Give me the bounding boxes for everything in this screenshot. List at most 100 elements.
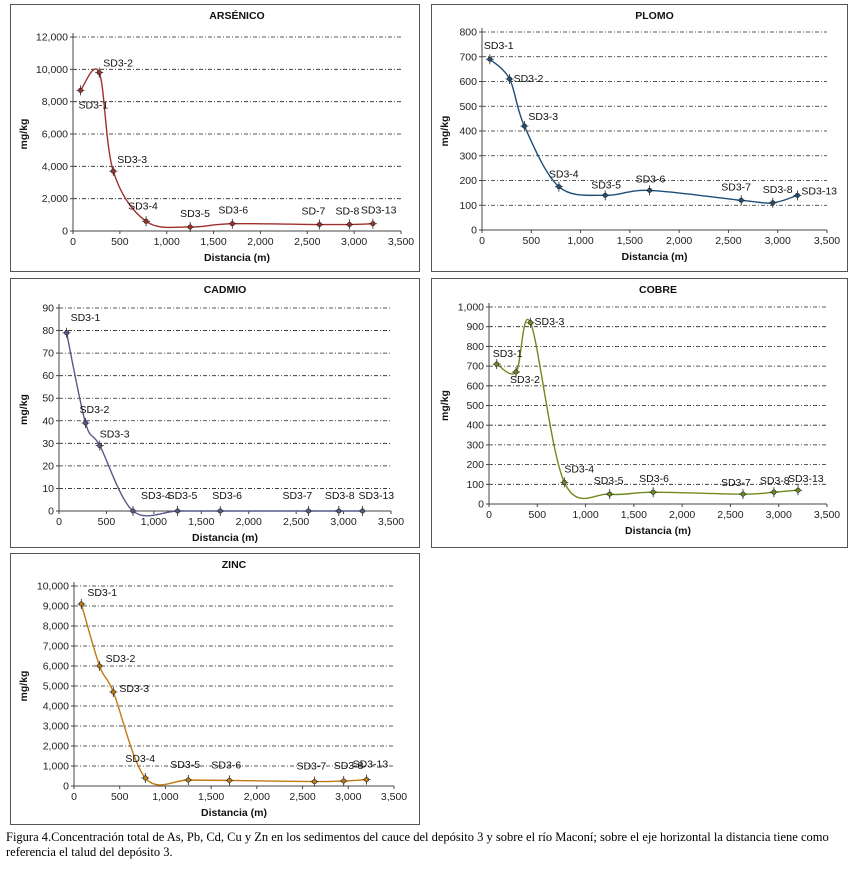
point-label: SD3-2 — [514, 73, 544, 85]
x-tick-label: 1,500 — [621, 509, 647, 521]
x-tick-label: 3,500 — [814, 509, 840, 521]
point-label: SD3-6 — [218, 205, 248, 217]
data-point — [740, 491, 746, 497]
point-label: SD3-2 — [80, 404, 110, 416]
data-point — [561, 479, 567, 485]
data-point — [346, 222, 352, 228]
x-tick-label: 1,500 — [188, 516, 214, 528]
y-tick-label: 20 — [42, 460, 54, 472]
y-tick-label: 90 — [42, 303, 54, 315]
data-point — [96, 70, 102, 76]
point-label: SD3-7 — [721, 181, 751, 193]
y-tick-label: 0 — [63, 781, 69, 793]
y-axis-label: mg/kg — [439, 116, 451, 147]
data-point — [97, 443, 103, 449]
data-point — [142, 775, 148, 781]
y-tick-label: 50 — [42, 393, 54, 405]
chart-plomo: 0 100 200 300 400 500 600 700 800 0 500 1,000 1,500 2… — [439, 10, 840, 263]
x-tick-label: 2,000 — [247, 236, 273, 248]
point-label: SD3-5 — [168, 490, 198, 502]
y-tick-label: 10 — [42, 483, 54, 495]
point-label: SD3-13 — [353, 759, 389, 771]
data-point — [341, 778, 347, 784]
data-point — [507, 76, 513, 82]
x-tick-label: 1,000 — [154, 236, 180, 248]
x-tick-label: 3,500 — [814, 235, 840, 247]
point-label: SD3-3 — [119, 683, 149, 695]
y-tick-label: 700 — [466, 361, 484, 373]
point-label: SD3-8 — [325, 490, 355, 502]
point-label: SD3-2 — [510, 374, 540, 386]
data-point — [83, 420, 89, 426]
point-label: SD3-3 — [100, 429, 130, 441]
data-point — [487, 56, 493, 62]
x-tick-label: 0 — [486, 509, 492, 521]
x-tick-label: 2,500 — [294, 236, 320, 248]
y-axis-label: mg/kg — [18, 119, 30, 150]
x-tick-label: 0 — [70, 236, 76, 248]
y-tick-label: 6,000 — [43, 661, 69, 673]
x-tick-label: 2,500 — [715, 235, 741, 247]
point-label: SD3-13 — [361, 205, 397, 217]
x-tick-label: 3,000 — [335, 791, 361, 803]
point-label: SD3-5 — [170, 759, 200, 771]
chart-arsenico: 0 2,000 4,000 6,000 8,000 10,000 12,000 0 500 1,0… — [18, 9, 414, 264]
data-point — [336, 508, 342, 514]
y-tick-label: 300 — [466, 439, 484, 451]
data-point — [647, 187, 653, 193]
point-label: SD3-13 — [359, 490, 395, 502]
y-tick-label: 2,000 — [43, 741, 69, 753]
y-tick-label: 600 — [466, 380, 484, 392]
data-point — [175, 508, 181, 514]
x-tick-label: 500 — [529, 509, 547, 521]
x-axis-label: Distancia (m) — [201, 807, 267, 819]
y-tick-label: 400 — [459, 126, 477, 138]
point-label: SD3-2 — [103, 58, 133, 70]
x-tick-label: 500 — [98, 516, 116, 528]
chart-title: CADMIO — [204, 284, 247, 296]
y-tick-label: 200 — [466, 459, 484, 471]
data-point — [770, 200, 776, 206]
x-tick-label: 2,500 — [717, 509, 743, 521]
y-axis-label: mg/kg — [18, 394, 30, 425]
y-tick-label: 10,000 — [36, 64, 68, 76]
point-label: SD3-6 — [212, 490, 242, 502]
data-point — [602, 192, 608, 198]
x-tick-label: 3,500 — [378, 516, 404, 528]
y-tick-label: 900 — [466, 321, 484, 333]
y-tick-label: 30 — [42, 438, 54, 450]
y-tick-label: 600 — [459, 76, 477, 88]
y-tick-label: 9,000 — [43, 601, 69, 613]
x-tick-label: 2,000 — [244, 791, 270, 803]
data-point — [217, 508, 223, 514]
y-tick-label: 800 — [459, 27, 477, 39]
data-point — [513, 369, 519, 375]
x-axis-label: Distancia (m) — [622, 251, 688, 263]
y-tick-label: 800 — [466, 341, 484, 353]
point-label: SD3-3 — [535, 316, 565, 328]
y-tick-label: 12,000 — [36, 32, 68, 44]
x-tick-label: 3,000 — [766, 509, 792, 521]
point-label: SD3-1 — [71, 312, 101, 324]
point-label: SD3-4 — [549, 169, 579, 181]
data-point — [494, 361, 500, 367]
x-axis-label: Distancia (m) — [192, 532, 258, 544]
data-point — [226, 777, 232, 783]
figure-caption: Figura 4.Concentración total de As, Pb, … — [6, 830, 829, 859]
x-tick-label: 0 — [479, 235, 485, 247]
chart-title: ZINC — [222, 559, 247, 571]
x-tick-label: 1,000 — [141, 516, 167, 528]
point-label: SD3-6 — [639, 473, 669, 485]
data-point — [187, 224, 193, 230]
data-point — [521, 123, 527, 129]
point-label: SD3-4 — [564, 463, 594, 475]
point-label: SD3-5 — [180, 208, 210, 220]
y-tick-label: 8,000 — [42, 96, 68, 108]
y-tick-label: 4,000 — [43, 701, 69, 713]
y-tick-label: 0 — [478, 499, 484, 511]
point-label: SD-7 — [301, 206, 325, 218]
x-tick-label: 1,500 — [200, 236, 226, 248]
point-label: SD3-4 — [128, 200, 158, 212]
y-tick-label: 0 — [62, 226, 68, 238]
x-tick-label: 2,000 — [666, 235, 692, 247]
